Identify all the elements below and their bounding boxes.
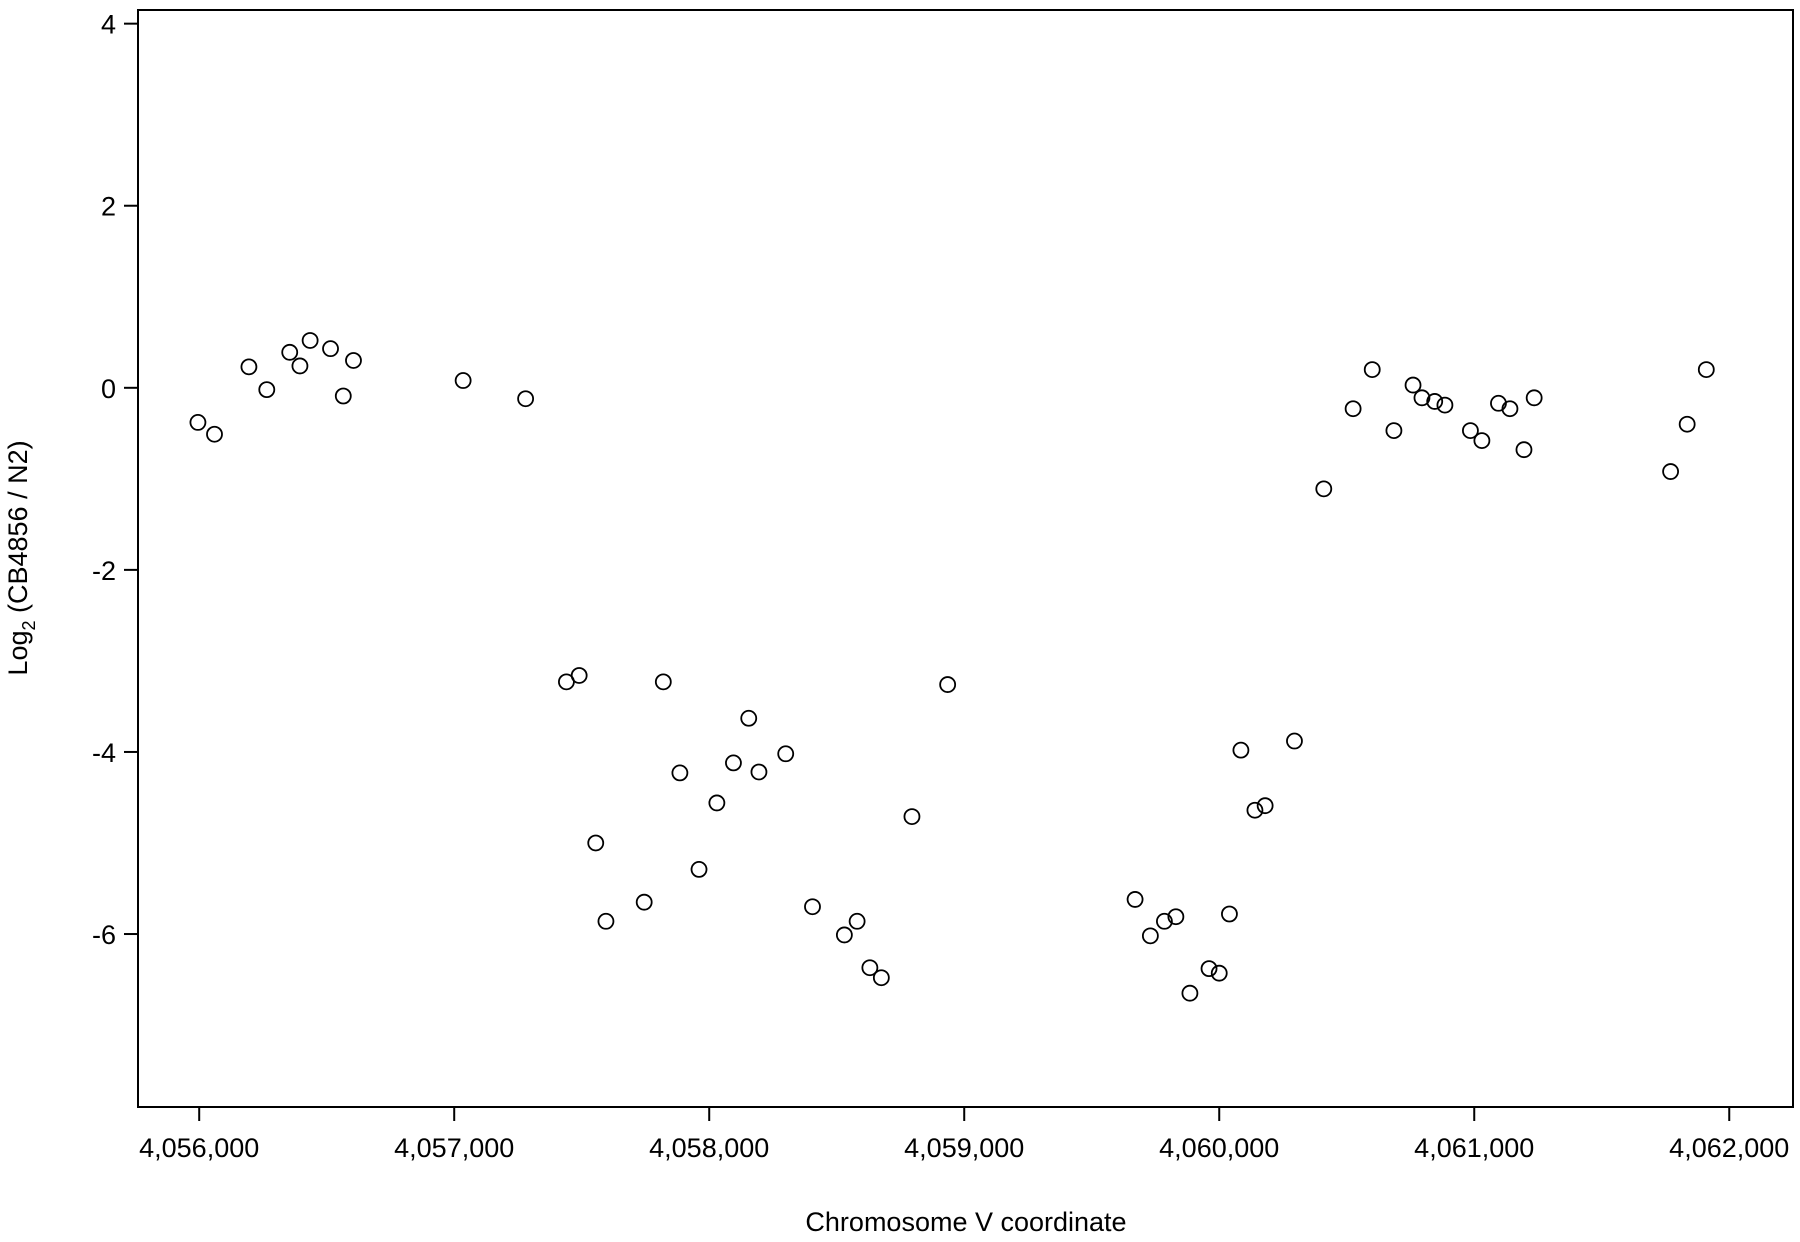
data-point [345, 352, 362, 369]
data-point [1210, 964, 1228, 982]
data-point [725, 754, 742, 772]
data-point [1662, 463, 1679, 480]
data-point [1426, 393, 1444, 410]
data-point [1363, 361, 1381, 378]
data-point [1525, 389, 1543, 407]
y-tick-label: -6 [92, 920, 116, 950]
data-point [281, 343, 299, 361]
data-point [1156, 912, 1173, 930]
y-tick-label: -2 [92, 556, 116, 586]
data-point [1141, 927, 1159, 945]
data-point [1385, 422, 1403, 439]
data-point [1697, 361, 1715, 378]
data-point [1344, 400, 1362, 418]
y-axis: -6 -4 -2 0 2 4 [92, 10, 138, 950]
x-axis: 4,056,000 4,057,000 4,058,000 4,059,000 4,06… [139, 1107, 1789, 1163]
data-point [189, 413, 207, 431]
y-axis-label-subscript: 2 [19, 621, 39, 631]
data-point [1126, 891, 1144, 908]
x-axis-label: Chromosome V coordinate [805, 1207, 1126, 1237]
x-tick-label: 4,056,000 [139, 1133, 259, 1163]
data-point [671, 764, 689, 782]
data-point [1501, 400, 1519, 418]
x-tick-label: 4,057,000 [394, 1133, 514, 1163]
data-point [587, 834, 605, 852]
data-point [939, 676, 957, 693]
data-point [206, 425, 223, 443]
data-point [291, 357, 309, 375]
x-tick-label: 4,058,000 [649, 1133, 769, 1163]
data-point [334, 387, 352, 405]
data-point [1286, 732, 1303, 750]
data-point [708, 794, 726, 812]
y-tick-label: -4 [92, 738, 116, 768]
data-point [1436, 396, 1454, 414]
data-point [240, 358, 258, 376]
data-point [1315, 480, 1333, 498]
data-point [1221, 905, 1238, 923]
data-point [1462, 422, 1479, 439]
data-point [1515, 441, 1533, 459]
data-point [1200, 960, 1218, 978]
x-tick-label: 4,061,000 [1414, 1133, 1534, 1163]
data-point [1404, 376, 1422, 394]
data-point [777, 745, 795, 763]
y-axis-label: Log2 (CB4856 / N2) [3, 440, 39, 675]
x-tick-label: 4,059,000 [904, 1133, 1024, 1163]
data-point [1246, 801, 1264, 819]
data-point [1473, 432, 1491, 450]
y-tick-label: 4 [101, 10, 116, 40]
data-point [635, 893, 653, 911]
data-point [322, 340, 339, 358]
x-tick-label: 4,062,000 [1669, 1133, 1789, 1163]
data-point [872, 969, 890, 987]
data-point [1181, 984, 1199, 1002]
data-point [301, 332, 319, 349]
y-axis-label-main: Log [3, 631, 33, 676]
data-point [861, 959, 879, 977]
data-point [1167, 908, 1185, 926]
data-point [570, 667, 588, 684]
data-point [258, 381, 276, 399]
data-point [1256, 797, 1274, 815]
data-point [804, 898, 821, 916]
plot-area-frame [137, 9, 1794, 1108]
data-point [1232, 741, 1250, 759]
y-axis-label-rest: (CB4856 / N2) [3, 440, 33, 620]
y-tick-label: 0 [101, 374, 116, 404]
data-point [903, 808, 921, 825]
data-point [1413, 389, 1431, 407]
data-point [835, 926, 853, 944]
x-tick-label: 4,060,000 [1159, 1133, 1279, 1163]
data-point [454, 372, 472, 389]
data-point [848, 912, 866, 930]
data-point [597, 912, 615, 930]
data-point [654, 673, 672, 691]
data-point [1678, 415, 1696, 433]
data-point [740, 709, 758, 727]
data-point [517, 390, 535, 408]
data-points [189, 332, 1715, 1002]
data-point [750, 763, 768, 781]
data-point [690, 860, 708, 878]
y-tick-label: 2 [101, 192, 116, 222]
